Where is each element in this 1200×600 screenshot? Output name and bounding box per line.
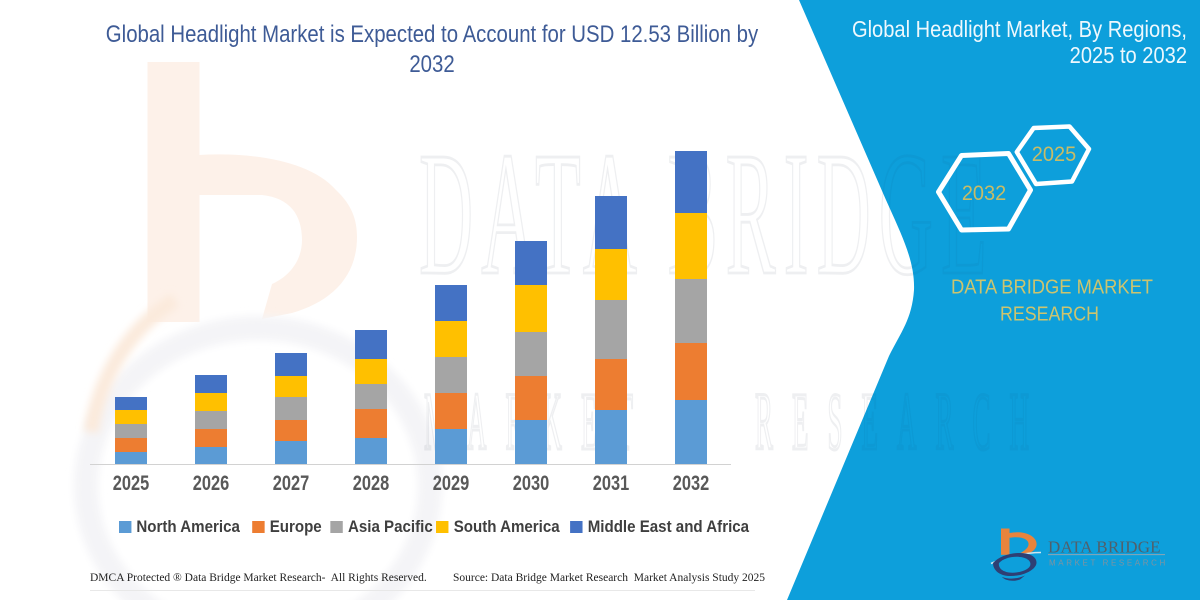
svg-text:DATA BRIDGE MARKET: DATA BRIDGE MARKET xyxy=(951,277,1153,299)
svg-text:2032: 2032 xyxy=(962,182,1006,206)
svg-text:DATA BRIDGE: DATA BRIDGE xyxy=(1048,538,1161,557)
svg-text:MARKET RESEARCH: MARKET RESEARCH xyxy=(1049,559,1168,568)
svg-text:RESEARCH: RESEARCH xyxy=(1000,304,1099,326)
svg-text:2025: 2025 xyxy=(1032,143,1076,167)
